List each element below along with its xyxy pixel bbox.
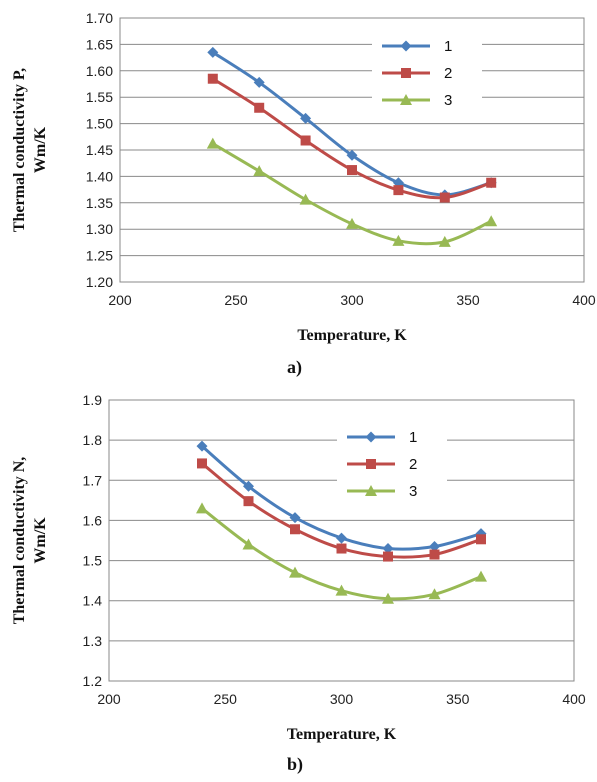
series-1-point [429,541,440,553]
y-axis-title-line2: Wm/K [32,517,49,564]
y-tick-label: 1.5 [83,553,103,569]
series-2-point [197,458,207,469]
series-2-point [383,551,393,562]
legend-marker-3 [365,485,377,496]
x-tick-label: 200 [97,691,121,707]
series-3-point [253,165,266,177]
panel-label-a: a) [287,357,302,377]
series-3-point [382,592,394,604]
y-tick-label: 1.35 [86,195,113,211]
legend-label-3: 3 [444,92,452,109]
x-tick-label: 250 [214,691,238,707]
series-2-point [429,549,440,560]
x-tick-label: 200 [108,292,132,308]
legend-label-1: 1 [409,429,417,446]
series-2-point [336,543,347,554]
x-tick-label: 350 [456,292,480,308]
y-axis-title-line2: Wm/K [32,126,49,173]
series-3-point [438,235,451,247]
x-tick-label: 300 [330,691,354,707]
chart-panel-a: 1.20 1.25 1.30 1.35 1.40 1.45 1.50 1.55 1.60 1.65… [0,0,597,390]
series-3-point [196,502,208,514]
series-1-point [346,149,358,161]
legend-marker-1 [400,40,412,52]
legend-marker-2 [366,459,376,469]
series-2-point [347,165,357,176]
legend-label-3: 3 [409,483,417,500]
legend-marker-2 [401,68,411,78]
y-tick-label: 1.50 [86,116,113,132]
y-tick-label: 1.20 [86,274,113,290]
series-3-point [206,137,219,149]
series-3-point [475,570,487,582]
series-2-point [486,177,497,188]
legend-marker-1 [365,431,377,443]
x-tick-label: 400 [562,691,586,707]
series-3-point [428,588,441,600]
series-1-point [336,532,347,544]
series-1-point [300,112,312,124]
x-tick-label: 300 [340,292,364,308]
series-3-point [335,584,348,596]
y-tick-label: 1.9 [83,392,103,408]
y-tick-label: 1.30 [86,221,113,237]
y-tick-label: 1.6 [83,512,103,528]
y-tick-label: 1.25 [86,248,113,264]
y-tick-label: 1.55 [86,89,113,105]
x-tick-label: 250 [224,292,248,308]
x-axis-title: Temperature, K [287,726,397,743]
y-tick-label: 1.65 [86,36,113,52]
y-axis-title-line1: Thermal conductivity N, [11,457,28,625]
series-1-point [196,440,208,452]
series-1-point [243,480,254,492]
series-1-point [207,46,219,58]
x-tick-label: 350 [446,691,470,707]
series-3-point [242,538,255,550]
chart-a: 1.20 1.25 1.30 1.35 1.40 1.45 1.50 1.55 1.60 1.65… [11,10,596,344]
y-tick-label: 1.3 [83,633,103,649]
y-tick-label: 1.70 [86,10,113,26]
series-1-point [253,76,265,88]
y-axis-title-line1: Thermal conductivity P, [11,68,28,232]
y-tick-label: 1.4 [83,593,103,609]
panel-label-b: b) [287,754,304,774]
y-tick-label: 1.2 [83,673,103,689]
chart-panel-b: 1.2 1.3 1.4 1.5 1.6 1.7 1.8 1.9 200 250 300 350 400 T… [0,390,597,782]
x-axis-title: Temperature, K [297,327,407,344]
series-3-point [299,193,312,205]
legend-marker-3 [400,94,412,105]
series-3-point [289,566,301,578]
y-tick-label: 1.45 [86,142,113,158]
series-2-point [476,534,486,545]
series-2-point [243,496,254,507]
y-tick-label: 1.40 [86,168,113,184]
series-2-point [290,524,300,535]
legend-label-1: 1 [444,38,452,55]
series-2-point [207,73,218,84]
legend-label-2: 2 [409,456,417,473]
legend-label-2: 2 [444,65,452,82]
y-tick-label: 1.8 [83,432,103,448]
series-1-point [382,543,394,555]
y-tick-label: 1.7 [83,472,103,488]
series-2-point [254,102,265,113]
y-tick-label: 1.60 [86,63,113,79]
series-3-point [346,217,358,229]
series-3-point [485,215,498,227]
series-1-point [289,512,301,524]
series-2-point [300,135,311,146]
series-2-point [393,185,404,196]
chart-b: 1.2 1.3 1.4 1.5 1.6 1.7 1.8 1.9 200 250 300 350 400 T… [11,392,586,743]
series-2-point [439,192,450,203]
series-3-point [392,234,405,246]
x-tick-label: 400 [572,292,596,308]
plot-area [108,399,575,682]
